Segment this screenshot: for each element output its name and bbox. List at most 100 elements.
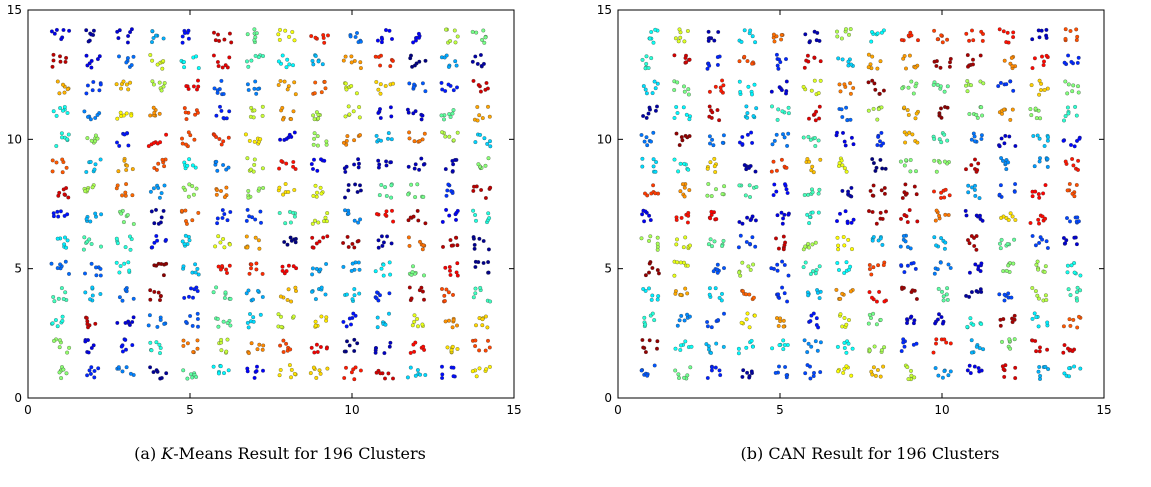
scatter-point (1004, 40, 1009, 45)
scatter-point (55, 324, 60, 329)
scatter-point (244, 218, 249, 223)
scatter-point (846, 63, 851, 68)
scatter-point (1072, 144, 1077, 149)
scatter-point (485, 325, 490, 330)
scatter-point (411, 342, 416, 347)
scatter-point (326, 33, 330, 38)
scatter-point (118, 110, 123, 115)
scatter-point (812, 370, 816, 375)
caption-a: (a) K-Means Result for 196 Clusters (0, 444, 560, 463)
scatter-point (818, 157, 823, 162)
scatter-point (815, 290, 820, 295)
scatter-point (385, 234, 390, 239)
scatter-point (965, 324, 970, 329)
scatter-point (942, 369, 947, 374)
scatter-point (775, 268, 780, 273)
scatter-point (412, 349, 417, 354)
scatter-point (806, 59, 811, 64)
scatter-point (158, 346, 163, 350)
scatter-point (473, 54, 478, 59)
scatter-point (164, 237, 168, 242)
scatter-point (419, 117, 424, 122)
scatter-point (1013, 376, 1018, 381)
scatter-point (259, 220, 263, 225)
scatter-point (387, 260, 392, 265)
scatter-point (115, 183, 120, 188)
scatter-point (946, 373, 951, 378)
scatter-point (349, 322, 353, 327)
scatter-point (147, 313, 152, 318)
scatter-point (1008, 117, 1013, 122)
scatter-point (349, 370, 354, 375)
scatter-point (1037, 349, 1042, 354)
scatter-point (67, 271, 71, 276)
scatter-point (161, 59, 166, 64)
scatter-point (186, 87, 191, 91)
scatter-point (281, 338, 286, 343)
scatter-point (931, 350, 936, 355)
scatter-point (651, 157, 656, 162)
scatter-point (251, 297, 255, 302)
y-tick-label: 15 (597, 3, 612, 17)
scatter-point (901, 340, 906, 345)
scatter-point (52, 299, 57, 304)
scatter-point (224, 267, 229, 272)
scatter-point (415, 316, 420, 321)
scatter-point (1011, 35, 1016, 40)
scatter-point (900, 285, 904, 290)
scatter-point (998, 80, 1003, 85)
scatter-point (455, 273, 460, 278)
scatter-point (54, 113, 59, 118)
scatter-point (747, 375, 752, 380)
scatter-point (712, 239, 717, 244)
scatter-point (934, 59, 939, 64)
scatter-point (126, 260, 131, 265)
scatter-point (644, 61, 649, 66)
scatter-point (151, 36, 156, 40)
scatter-point (1036, 324, 1041, 329)
scatter-point (1065, 263, 1070, 268)
scatter-point (754, 106, 759, 111)
scatter-point (1001, 269, 1006, 274)
scatter-point (932, 137, 937, 141)
scatter-point (772, 39, 777, 44)
scatter-point (740, 289, 745, 294)
scatter-point (1000, 339, 1004, 344)
scatter-point (484, 367, 489, 372)
scatter-point (281, 350, 286, 354)
scatter-point (312, 350, 317, 355)
scatter-point (196, 210, 201, 215)
scatter-point (1072, 235, 1077, 240)
scatter-point (776, 246, 781, 251)
scatter-point (261, 54, 265, 59)
scatter-point (740, 260, 745, 265)
scatter-point (978, 217, 983, 221)
scatter-point (784, 165, 789, 170)
scatter-point (931, 82, 936, 87)
scatter-point (778, 60, 783, 65)
scatter-point (914, 192, 919, 197)
scatter-point (868, 188, 873, 193)
scatter-point (682, 318, 687, 323)
scatter-point (186, 130, 191, 135)
scatter-point (708, 160, 713, 165)
scatter-point (65, 350, 70, 355)
scatter-point (867, 209, 871, 214)
scatter-point (156, 290, 161, 295)
scatter-point (59, 37, 64, 42)
scatter-point (470, 29, 475, 34)
scatter-point (905, 365, 910, 370)
scatter-point (677, 27, 682, 32)
scatter-point (979, 137, 984, 141)
scatter-point (164, 371, 169, 376)
scatter-point (454, 235, 458, 240)
scatter-point (115, 116, 120, 121)
scatter-point (845, 221, 850, 226)
scatter-point (345, 339, 349, 344)
scatter-point (868, 62, 873, 67)
scatter-point (120, 369, 125, 374)
scatter-point (314, 266, 319, 271)
scatter-point (486, 260, 491, 265)
scatter-point (850, 346, 855, 351)
scatter-point (969, 234, 974, 239)
